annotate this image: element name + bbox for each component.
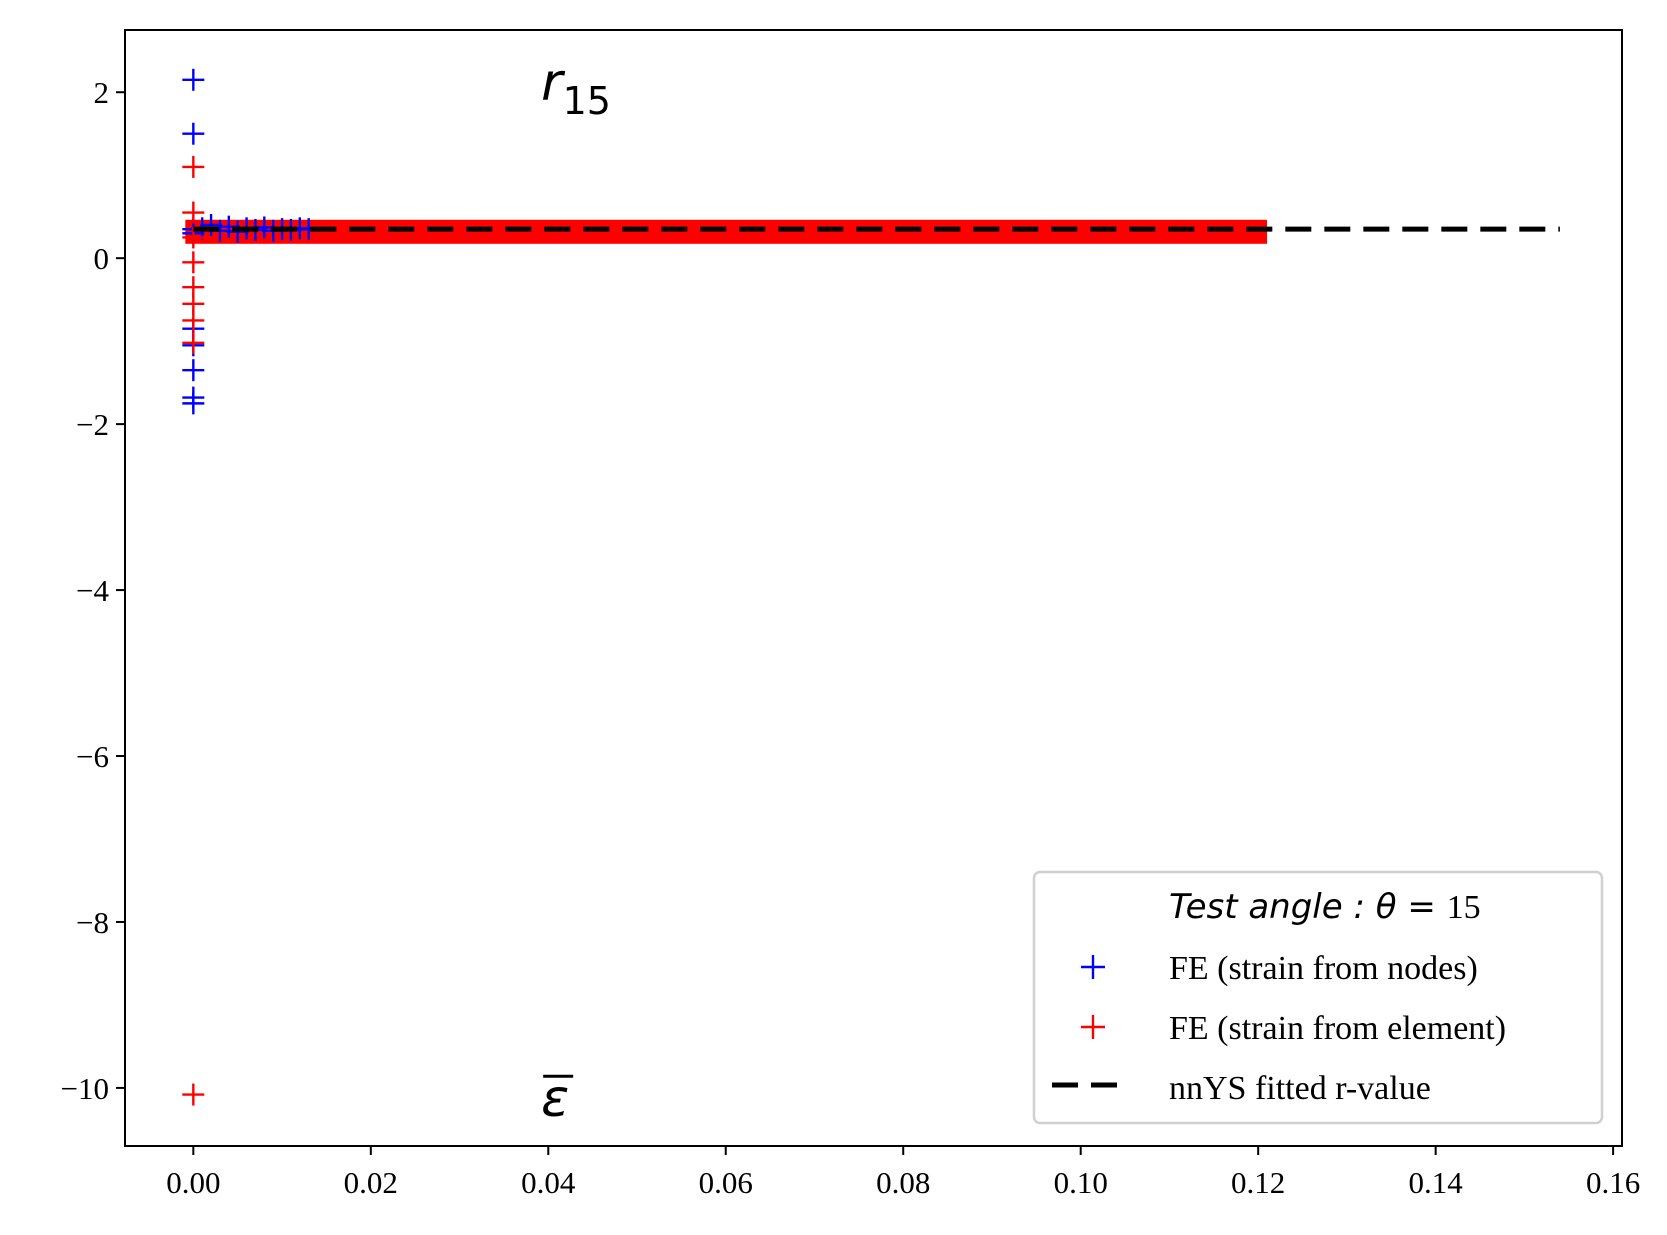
legend-label: FE (strain from nodes)	[1169, 950, 1478, 987]
node-strain-point	[182, 68, 205, 91]
plot-frame	[124, 29, 1623, 1147]
legend-entry-fit: nnYS fitted r-value	[1052, 1070, 1431, 1107]
x-tick-label: 0.08	[876, 1165, 930, 1200]
y-tick-label: −10	[61, 1071, 109, 1106]
element-strain-point	[182, 309, 205, 332]
y-tick-label: −8	[76, 905, 109, 940]
epsilon-label: ε	[541, 1069, 569, 1129]
legend: Test angle : θ = 15 FE (strain from nodes…	[1032, 870, 1604, 1125]
legend-title: Test angle : θ = 15	[1169, 887, 1481, 927]
y-tick-label: 0	[94, 241, 110, 276]
x-tick-label: 0.04	[521, 1165, 576, 1200]
legend-entry-element: FE (strain from element)	[1081, 1010, 1506, 1047]
r-label: r15	[541, 53, 611, 123]
element-strain-point	[182, 155, 205, 178]
legend-label: nnYS fitted r-value	[1169, 1070, 1431, 1107]
legend-entry-nodes: FE (strain from nodes)	[1081, 950, 1478, 987]
node-strain-point	[182, 359, 205, 382]
x-tick-label: 0.00	[166, 1165, 220, 1200]
y-tick-label: −6	[76, 739, 109, 774]
element-strain-point	[182, 1083, 205, 1106]
node-strain-point	[182, 122, 205, 145]
element-strain-point	[182, 251, 205, 274]
x-tick-label: 0.14	[1409, 1165, 1464, 1200]
legend-marker	[1081, 955, 1105, 979]
element-strain-point	[182, 201, 205, 224]
legend-box	[1032, 870, 1604, 1125]
node-strain-point	[182, 392, 205, 415]
x-tick-label: 0.10	[1054, 1165, 1108, 1200]
y-tick-label: 2	[94, 75, 110, 110]
x-tick-label: 0.06	[699, 1165, 753, 1200]
x-tick-label: 0.02	[344, 1165, 398, 1200]
x-tick-label: 0.12	[1231, 1165, 1285, 1200]
element-strain-point	[182, 331, 205, 354]
x-tick-label: 0.16	[1586, 1165, 1640, 1200]
legend-marker	[1081, 1015, 1105, 1039]
node-strain-point	[200, 213, 223, 236]
axes-layer: 0.00 0.02 0.04 0.06 0.08 0.10 0.12 0.14 0.16 2 0 −2…	[61, 29, 1640, 1200]
legend-label: FE (strain from element)	[1169, 1010, 1506, 1047]
element-strain-band	[185, 219, 1268, 244]
y-tick-label: −2	[76, 407, 109, 442]
annotation-layer: r15 ε	[541, 53, 611, 1129]
plot-layer	[182, 68, 1560, 1106]
y-tick-label: −4	[76, 573, 109, 608]
